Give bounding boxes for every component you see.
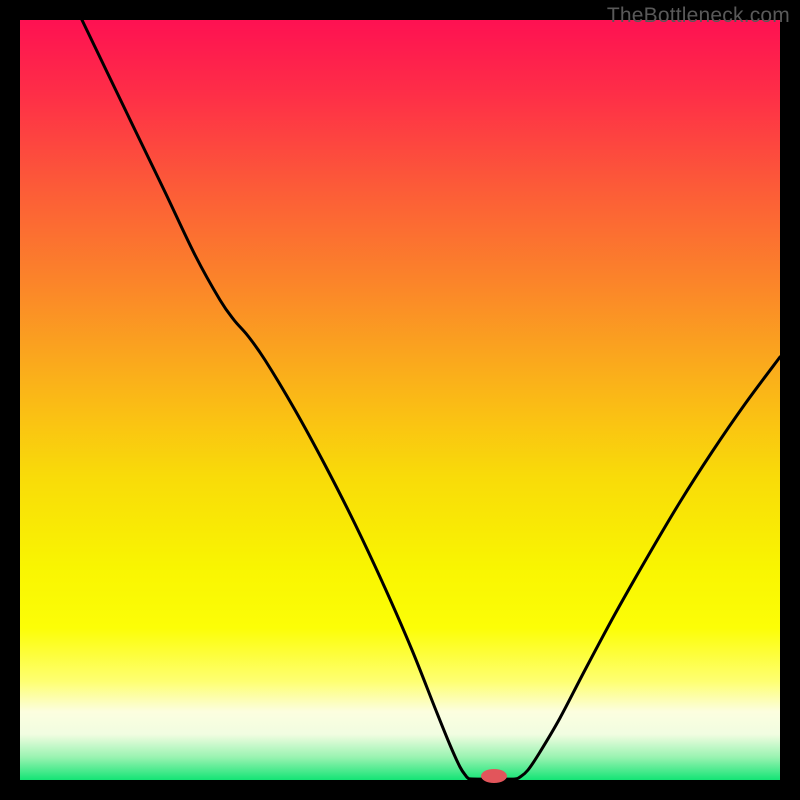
watermark-text: TheBottleneck.com (607, 4, 790, 28)
chart-container: TheBottleneck.com (0, 0, 800, 800)
optimal-marker (481, 769, 507, 783)
plot-background (20, 20, 780, 780)
bottleneck-chart (0, 0, 800, 800)
